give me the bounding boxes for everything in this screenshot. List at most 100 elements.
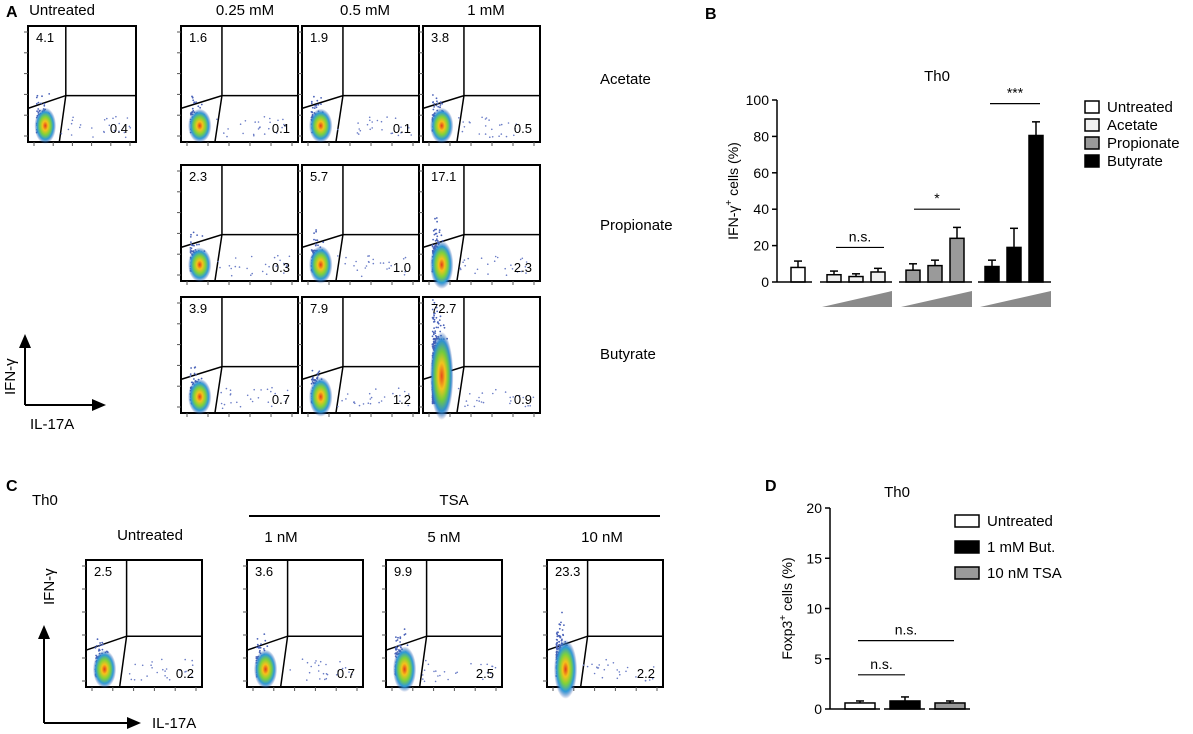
quadrant-value-top-left: 3.6: [255, 564, 273, 579]
event-dot: [366, 123, 369, 126]
event-dot: [72, 116, 74, 119]
event-dot: [510, 264, 512, 267]
event-dot: [399, 641, 401, 643]
event-dot: [499, 124, 501, 126]
event-dot: [423, 669, 426, 671]
event-dot: [436, 102, 439, 105]
bar: [949, 237, 965, 283]
event-dot: [498, 135, 500, 137]
a-axis-arrows: [19, 334, 106, 411]
legend-swatch: [1084, 136, 1100, 150]
bar: [1028, 134, 1044, 283]
event-dot: [478, 396, 480, 399]
event-dot: [273, 256, 276, 259]
event-dot: [407, 125, 409, 127]
event-dot: [421, 674, 424, 676]
event-dot: [263, 133, 266, 135]
significance-label: ***: [1007, 85, 1024, 101]
event-dot: [229, 389, 232, 392]
event-dot: [432, 229, 435, 232]
concentration-ramp: [980, 291, 1051, 307]
event-dot: [253, 388, 255, 391]
event-dot: [558, 623, 561, 626]
event-dot: [367, 260, 370, 263]
event-dot: [314, 105, 316, 107]
event-dot: [166, 677, 168, 679]
y-tick-label: 100: [746, 92, 770, 108]
event-dot: [525, 261, 528, 263]
event-dot: [505, 274, 508, 277]
event-dot: [43, 102, 46, 105]
quadrant-value-bottom-right: 2.3: [514, 260, 532, 275]
event-dot: [369, 398, 372, 400]
event-dot: [368, 255, 371, 257]
event-dot: [440, 234, 443, 237]
event-dot: [652, 666, 655, 668]
flow-plot-propionate-0-25mm: 2.3 0.3: [177, 164, 299, 285]
event-dot: [322, 672, 325, 675]
event-dot: [341, 399, 343, 402]
event-dot: [394, 117, 397, 119]
event-dot: [491, 665, 494, 668]
y-axis-label-rest: cells (%): [779, 557, 795, 615]
event-dot: [200, 103, 203, 106]
event-dot: [196, 234, 199, 237]
event-dot: [433, 670, 435, 673]
legend-label: Untreated: [1107, 99, 1173, 116]
quadrant-value-top-left: 1.6: [189, 30, 207, 45]
quadrant-value-top-left: 1.9: [310, 30, 328, 45]
event-dot: [370, 396, 373, 399]
event-dot: [556, 645, 558, 648]
event-dot: [395, 636, 397, 638]
c-col-header-1nm: 1 nM: [264, 529, 297, 546]
event-dot: [279, 259, 281, 262]
event-dot: [317, 670, 320, 672]
event-dot: [442, 324, 445, 327]
event-dot: [367, 255, 369, 257]
event-dot: [395, 640, 398, 642]
event-dot: [216, 118, 218, 121]
event-dot: [555, 643, 558, 645]
event-dot: [515, 123, 518, 125]
event-dot: [433, 314, 435, 317]
gate-vertical: [214, 165, 223, 282]
y-tick-label: 5: [814, 651, 822, 667]
event-dot: [436, 100, 438, 103]
density-cluster: [430, 331, 454, 420]
event-dot: [320, 103, 322, 105]
quadrant-value-bottom-right: 0.1: [272, 121, 290, 136]
event-dot: [190, 381, 193, 384]
chart-d: Th0 0 5 10 15 20 Foxp3+ cells (%) n.s. n.s. Untre…: [778, 484, 1062, 717]
event-dot: [487, 263, 489, 266]
event-dot: [555, 632, 558, 635]
event-dot: [193, 372, 196, 375]
event-dot: [281, 126, 283, 129]
event-dot: [480, 401, 483, 403]
event-dot: [319, 660, 322, 663]
c-col-header-untreated: Untreated: [117, 527, 183, 544]
event-dot: [596, 667, 599, 669]
event-dot: [263, 633, 266, 635]
event-dot: [626, 666, 629, 669]
y-tick-label: 40: [753, 201, 769, 217]
event-dot: [141, 664, 144, 667]
event-dot: [404, 633, 407, 635]
event-dot: [98, 648, 100, 651]
event-dot: [457, 387, 460, 390]
event-dot: [221, 407, 224, 410]
event-dot: [489, 672, 492, 675]
event-dot: [482, 401, 485, 404]
a-col-header-untreated: Untreated: [29, 2, 95, 19]
y-axis-label-main: Foxp3: [779, 621, 795, 660]
event-dot: [422, 678, 424, 680]
event-dot: [386, 268, 388, 270]
c-axis-y-label: IFN-γ: [41, 568, 58, 605]
event-dot: [397, 134, 400, 137]
event-dot: [165, 668, 168, 670]
event-dot: [162, 668, 164, 671]
c-condition-label: Th0: [32, 492, 58, 509]
event-dot: [368, 392, 371, 395]
event-dot: [351, 673, 353, 676]
event-dot: [525, 272, 527, 274]
event-dot: [161, 658, 163, 661]
